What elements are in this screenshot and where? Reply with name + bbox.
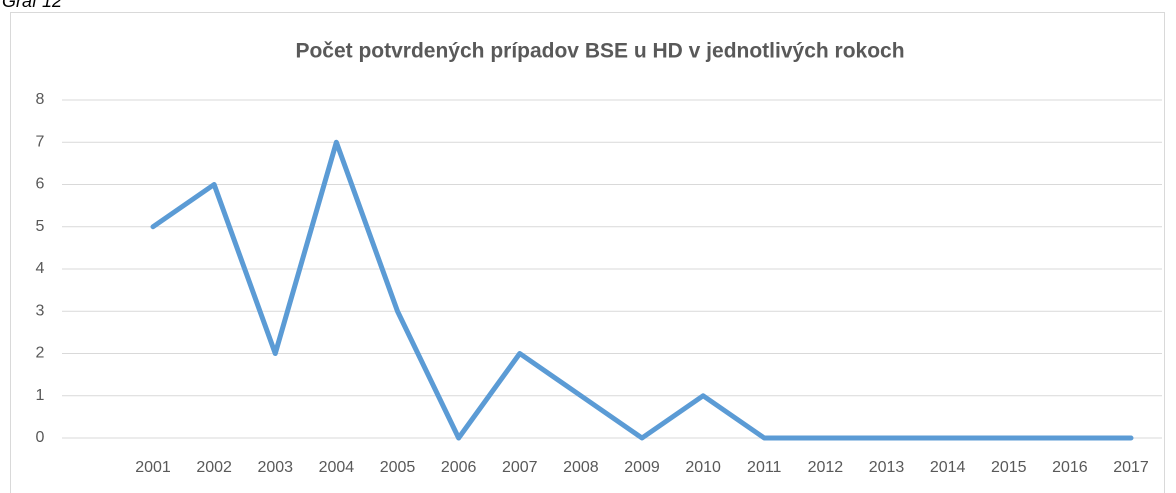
y-tick-label: 3 — [36, 302, 45, 319]
chart-title: Počet potvrdených prípadov BSE u HD v je… — [295, 40, 904, 63]
x-tick-label: 2006 — [441, 459, 477, 476]
y-tick-label: 2 — [36, 345, 45, 362]
x-tick-label: 2002 — [196, 459, 232, 476]
x-tick-label: 2010 — [685, 459, 721, 476]
x-tick-label: 2016 — [1052, 459, 1088, 476]
chart-border — [10, 12, 1165, 493]
y-tick-label: 7 — [36, 133, 45, 150]
y-tick-label: 8 — [36, 91, 45, 108]
x-tick-label: 2003 — [257, 459, 293, 476]
y-tick-label: 1 — [36, 387, 45, 404]
y-tick-label: 4 — [36, 260, 45, 277]
y-tick-label: 5 — [36, 218, 45, 235]
x-tick-label: 2005 — [380, 459, 416, 476]
x-tick-label: 2008 — [563, 459, 599, 476]
x-tick-label: 2007 — [502, 459, 538, 476]
line — [150, 139, 1134, 441]
x-tick-label: 2011 — [747, 459, 782, 476]
x-tick-label: 2013 — [869, 459, 905, 476]
caption: Graf 12 — [2, 0, 62, 11]
y-tick-label: 6 — [36, 176, 45, 193]
x-tick-label: 2017 — [1113, 459, 1149, 476]
x-tick-label: 2012 — [808, 459, 844, 476]
x-tick-label: 2001 — [135, 459, 171, 476]
x-tick-label: 2004 — [319, 459, 355, 476]
x-tick-label: 2015 — [991, 459, 1027, 476]
x-tick-label: 2009 — [624, 459, 660, 476]
y-tick-label: 0 — [36, 429, 45, 446]
x-tick-label: 2014 — [930, 459, 966, 476]
